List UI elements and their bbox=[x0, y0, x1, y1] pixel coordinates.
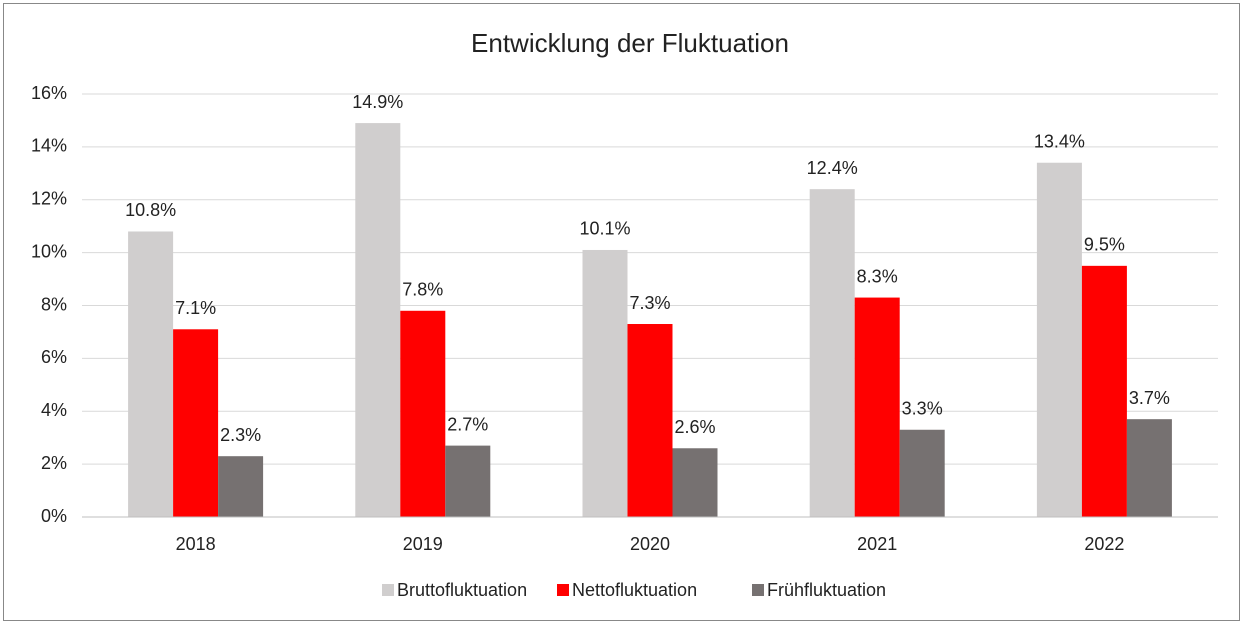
legend-label: Frühfluktuation bbox=[767, 580, 886, 600]
y-tick-label: 10% bbox=[31, 241, 67, 261]
bar bbox=[355, 123, 401, 518]
x-tick-label: 2018 bbox=[176, 534, 216, 554]
x-tick-label: 2022 bbox=[1084, 534, 1124, 554]
data-label: 10.1% bbox=[579, 219, 630, 239]
bar bbox=[582, 249, 628, 517]
legend-swatch bbox=[557, 584, 569, 596]
bar bbox=[854, 297, 900, 517]
legend-swatch bbox=[382, 584, 394, 596]
y-tick-label: 4% bbox=[41, 400, 67, 420]
legend-swatch bbox=[752, 584, 764, 596]
legend-label: Bruttofluktuation bbox=[397, 580, 527, 600]
bar bbox=[218, 456, 264, 517]
data-label: 12.4% bbox=[807, 158, 858, 178]
y-tick-label: 12% bbox=[31, 189, 67, 209]
bar bbox=[1081, 265, 1127, 517]
data-label: 8.3% bbox=[857, 266, 898, 286]
y-tick-label: 2% bbox=[41, 453, 67, 473]
data-label: 2.6% bbox=[674, 417, 715, 437]
x-tick-label: 2020 bbox=[630, 534, 670, 554]
data-label: 3.3% bbox=[902, 399, 943, 419]
bar bbox=[400, 310, 446, 517]
y-tick-label: 0% bbox=[41, 506, 67, 526]
y-tick-label: 6% bbox=[41, 347, 67, 367]
data-label: 13.4% bbox=[1034, 131, 1085, 151]
data-label: 7.8% bbox=[402, 280, 443, 300]
x-tick-label: 2021 bbox=[857, 534, 897, 554]
y-tick-label: 14% bbox=[31, 136, 67, 156]
data-label: 10.8% bbox=[125, 200, 176, 220]
data-label: 14.9% bbox=[352, 92, 403, 112]
bar bbox=[627, 324, 673, 517]
data-label: 9.5% bbox=[1084, 235, 1125, 255]
bar bbox=[128, 231, 174, 517]
bar bbox=[899, 429, 945, 517]
bar bbox=[173, 329, 219, 517]
data-label: 7.1% bbox=[175, 298, 216, 318]
data-label: 7.3% bbox=[629, 293, 670, 313]
bar bbox=[445, 445, 491, 517]
bar bbox=[1036, 162, 1082, 518]
chart-title: Entwicklung der Fluktuation bbox=[471, 28, 789, 58]
y-tick-label: 16% bbox=[31, 83, 67, 103]
data-label: 3.7% bbox=[1129, 388, 1170, 408]
legend-label: Nettofluktuation bbox=[572, 580, 697, 600]
bar bbox=[809, 189, 855, 518]
data-label: 2.3% bbox=[220, 425, 261, 445]
data-label: 2.7% bbox=[447, 414, 488, 434]
y-tick-label: 8% bbox=[41, 294, 67, 314]
bar bbox=[672, 448, 718, 517]
x-tick-label: 2019 bbox=[403, 534, 443, 554]
bar bbox=[1126, 419, 1172, 517]
